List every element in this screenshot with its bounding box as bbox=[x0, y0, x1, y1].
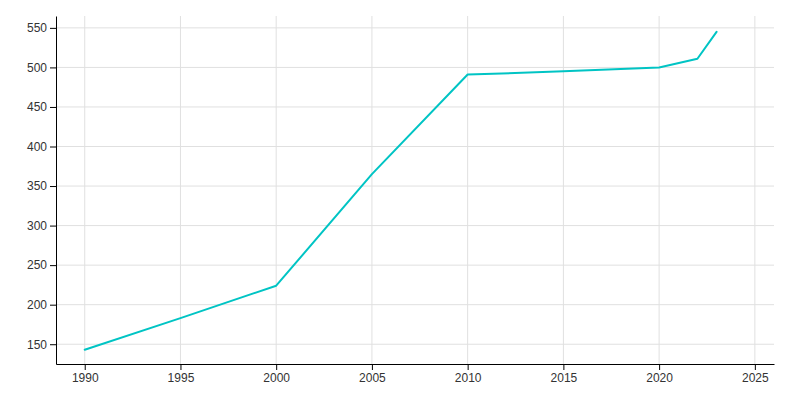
grid-line bbox=[84, 16, 85, 364]
tick-mark bbox=[180, 364, 181, 370]
grid-line bbox=[563, 16, 564, 364]
axis-line bbox=[56, 17, 57, 365]
tick: 2000 bbox=[263, 364, 290, 385]
tick-mark bbox=[50, 265, 56, 266]
line bbox=[85, 32, 717, 350]
tick: 350 bbox=[27, 179, 56, 193]
tick-label: 2010 bbox=[455, 371, 482, 385]
tick-label: 550 bbox=[27, 21, 47, 35]
tick-mark bbox=[50, 67, 56, 68]
grid-line bbox=[467, 16, 468, 364]
tick-label: 2020 bbox=[646, 371, 673, 385]
tick: 2020 bbox=[646, 364, 673, 385]
tick: 2005 bbox=[359, 364, 386, 385]
tick: 150 bbox=[27, 338, 56, 352]
tick-mark bbox=[50, 186, 56, 187]
tick-label: 1990 bbox=[72, 371, 99, 385]
tick: 1990 bbox=[72, 364, 99, 385]
tick-mark bbox=[372, 364, 373, 370]
tick-label: 350 bbox=[27, 179, 47, 193]
tick-mark bbox=[50, 305, 56, 306]
tick: 400 bbox=[27, 140, 56, 154]
x-axis: 1990 1995 2000 2005 2010 2015 2020 2025 bbox=[57, 364, 775, 385]
tick-label: 300 bbox=[27, 219, 47, 233]
tick-label: 2000 bbox=[263, 371, 290, 385]
tick-label: 2015 bbox=[551, 371, 578, 385]
tick: 300 bbox=[27, 219, 56, 233]
grid-line bbox=[56, 186, 774, 187]
tick: 2025 bbox=[742, 364, 769, 385]
tick: 2010 bbox=[455, 364, 482, 385]
grid-line bbox=[180, 16, 181, 364]
tick-label: 1995 bbox=[168, 371, 195, 385]
tick-mark bbox=[755, 364, 756, 370]
grid-line bbox=[56, 344, 774, 345]
grid-line bbox=[56, 27, 774, 28]
tick-mark bbox=[563, 364, 564, 370]
tick-mark bbox=[468, 364, 469, 370]
tick: 1995 bbox=[168, 364, 195, 385]
chart: 1990 1995 2000 2005 2010 2015 2020 2025 150 200 25… bbox=[0, 0, 800, 400]
tick: 500 bbox=[27, 61, 56, 75]
tick-mark bbox=[85, 364, 86, 370]
tick-label: 200 bbox=[27, 298, 47, 312]
tick-label: 250 bbox=[27, 258, 47, 272]
plot-area bbox=[85, 32, 717, 350]
tick: 200 bbox=[27, 298, 56, 312]
grid-line bbox=[56, 304, 774, 305]
tick-label: 450 bbox=[27, 100, 47, 114]
grid-line bbox=[56, 67, 774, 68]
tick-mark bbox=[659, 364, 660, 370]
tick-label: 400 bbox=[27, 140, 47, 154]
tick-mark bbox=[50, 147, 56, 148]
tick-mark bbox=[50, 107, 56, 108]
tick-mark bbox=[50, 28, 56, 29]
grid-line bbox=[56, 225, 774, 226]
tick-label: 500 bbox=[27, 61, 47, 75]
tick-mark bbox=[276, 364, 277, 370]
grid-line bbox=[56, 106, 774, 107]
tick: 250 bbox=[27, 258, 56, 272]
tick-label: 2005 bbox=[359, 371, 386, 385]
tick-label: 150 bbox=[27, 338, 47, 352]
tick-label: 2025 bbox=[742, 371, 769, 385]
grid bbox=[56, 16, 774, 364]
tick: 450 bbox=[27, 100, 56, 114]
tick-mark bbox=[50, 226, 56, 227]
grid-line bbox=[754, 16, 755, 364]
tick-mark bbox=[50, 344, 56, 345]
grid-line bbox=[56, 265, 774, 266]
tick: 2015 bbox=[551, 364, 578, 385]
grid-line bbox=[371, 16, 372, 364]
y-axis: 150 200 250 300 350 400 450 500 550 bbox=[27, 17, 57, 365]
chart-container: 1990 1995 2000 2005 2010 2015 2020 2025 150 200 25… bbox=[0, 0, 800, 400]
tick: 550 bbox=[27, 21, 56, 35]
grid-line bbox=[276, 16, 277, 364]
grid-line bbox=[56, 146, 774, 147]
axis-line bbox=[57, 364, 775, 365]
